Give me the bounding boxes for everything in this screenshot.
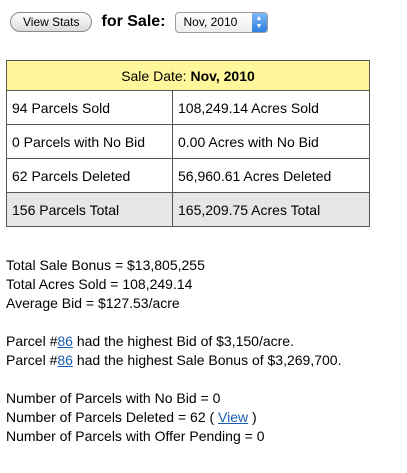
- highest-bonus-suffix: had the highest Sale Bonus of $3,269,700…: [72, 352, 342, 368]
- table-header-row: Sale Date: Nov, 2010: [6, 60, 370, 91]
- sale-date-prefix: Sale Date:: [121, 67, 187, 84]
- sale-date-header: Sale Date: Nov, 2010: [6, 60, 370, 91]
- acres-deleted-cell: 56,960.61 Acres Deleted: [172, 158, 370, 193]
- highest-bid-line: Parcel #86 had the highest Bid of $3,150…: [6, 332, 341, 351]
- acres-no-bid-cell: 0.00 Acres with No Bid: [172, 124, 370, 159]
- parcels-deleted-prefix: Number of Parcels Deleted = 62 (: [6, 409, 219, 425]
- average-bid: Average Bid = $127.53/acre: [6, 295, 180, 311]
- acres-sold-cell: 108,249.14 Acres Sold: [172, 90, 370, 125]
- highest-bonus-prefix: Parcel #: [6, 352, 58, 368]
- highest-bid-prefix: Parcel #: [6, 333, 58, 349]
- acres-total-cell: 165,209.75 Acres Total: [172, 192, 370, 227]
- select-updown-arrows-icon: ▲ ▼: [251, 12, 267, 32]
- parcels-offer-pending-count: Number of Parcels with Offer Pending = 0: [6, 428, 265, 444]
- total-sale-bonus: Total Sale Bonus = $13,805,255: [6, 257, 205, 273]
- table-row: 0 Parcels with No Bid 0.00 Acres with No…: [6, 124, 370, 159]
- view-deleted-link[interactable]: View: [218, 409, 249, 425]
- highest-bonus-parcel-link[interactable]: 86: [57, 352, 73, 368]
- sale-date-select[interactable]: Nov, 2010 ▲ ▼: [174, 11, 268, 33]
- highest-bonus-line: Parcel #86 had the highest Sale Bonus of…: [6, 351, 341, 370]
- parcels-deleted-line: Number of Parcels Deleted = 62 ( View ): [6, 408, 341, 427]
- table-row: 94 Parcels Sold 108,249.14 Acres Sold: [6, 90, 370, 125]
- view-stats-button[interactable]: View Stats: [10, 12, 93, 32]
- parcels-sold-cell: 94 Parcels Sold: [6, 90, 173, 125]
- highest-bid-parcel-link[interactable]: 86: [57, 333, 73, 349]
- sale-date-value: Nov, 2010: [190, 67, 255, 84]
- for-sale-label: for Sale:: [101, 13, 166, 30]
- spacer: [6, 370, 341, 389]
- total-acres-sold: Total Acres Sold = 108,249.14: [6, 276, 193, 292]
- table-row-total: 156 Parcels Total 165,209.75 Acres Total: [6, 192, 370, 227]
- highest-bid-suffix: had the highest Bid of $3,150/acre.: [72, 333, 294, 349]
- parcels-total-cell: 156 Parcels Total: [6, 192, 173, 227]
- sale-summary: Total Sale Bonus = $13,805,255 Total Acr…: [6, 256, 341, 446]
- parcels-no-bid-cell: 0 Parcels with No Bid: [6, 124, 173, 159]
- parcels-no-bid-count: Number of Parcels with No Bid = 0: [6, 390, 221, 406]
- sale-stats-table: Sale Date: Nov, 2010 94 Parcels Sold 108…: [6, 60, 370, 227]
- parcels-deleted-cell: 62 Parcels Deleted: [6, 158, 173, 193]
- parcels-deleted-suffix: ): [248, 409, 257, 425]
- table-row: 62 Parcels Deleted 56,960.61 Acres Delet…: [6, 158, 370, 193]
- spacer: [6, 313, 341, 332]
- sale-date-select-value: Nov, 2010: [183, 14, 238, 29]
- toolbar: View Stats for Sale: Nov, 2010 ▲ ▼: [10, 10, 268, 34]
